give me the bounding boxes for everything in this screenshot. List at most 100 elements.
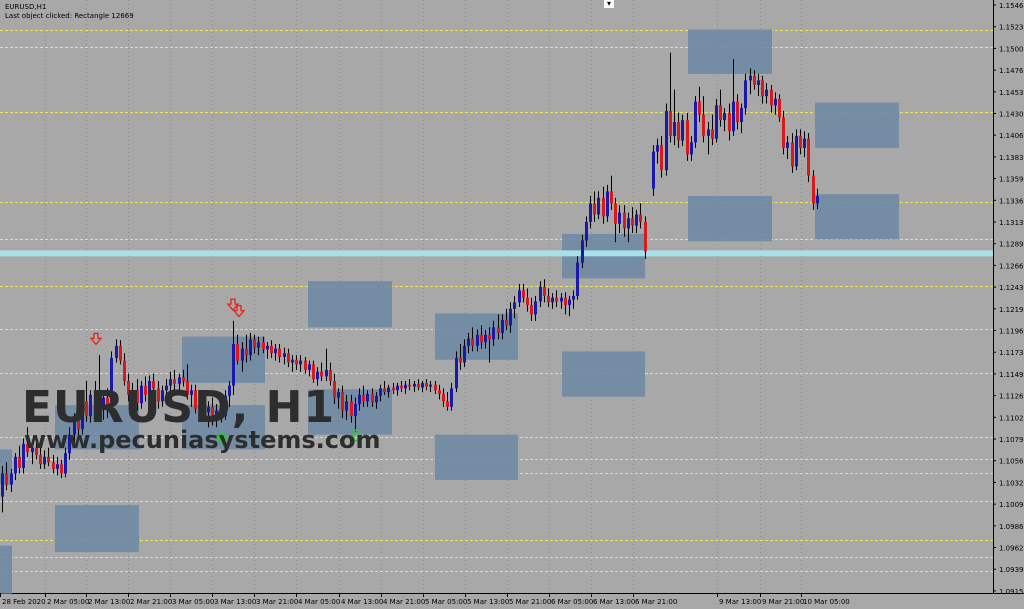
candle-body [329, 369, 332, 382]
candle-body [673, 122, 676, 136]
candle-body [337, 392, 340, 398]
candle-body [715, 105, 718, 139]
candle [690, 135, 693, 161]
candle [316, 367, 319, 386]
key-level[interactable] [0, 250, 993, 257]
candle-body [812, 175, 815, 204]
zone-rectangle[interactable] [0, 545, 12, 594]
candle [287, 348, 290, 368]
time-label: 9 Mar 13:00 [719, 598, 761, 606]
candle-body [52, 462, 55, 469]
candle [501, 314, 504, 340]
zone-rectangle[interactable] [55, 504, 139, 553]
arrow-up-icon[interactable] [215, 431, 229, 445]
price-label: 1.12895 [999, 241, 1024, 249]
candle-body [35, 447, 38, 456]
zone-rectangle[interactable] [308, 281, 392, 328]
candle [345, 394, 348, 420]
arrow-down-icon[interactable] [226, 298, 240, 312]
candle-body [417, 383, 420, 388]
zone-rectangle[interactable] [815, 102, 899, 148]
candle-body [480, 334, 483, 343]
candle-body [211, 406, 214, 420]
candle-body [333, 381, 336, 398]
candle [803, 131, 806, 158]
candle [337, 388, 340, 409]
arrow-down-icon[interactable] [232, 304, 246, 318]
candle [325, 348, 328, 382]
time-label: 3 Mar 21:00 [256, 598, 298, 606]
time-label: 10 Mar 05:00 [803, 598, 850, 606]
candle-body [690, 142, 693, 155]
candle-body [140, 385, 143, 404]
candle-body [102, 397, 105, 409]
candle [610, 175, 613, 210]
candle [43, 450, 46, 469]
candle [136, 379, 139, 411]
zone-rectangle[interactable] [815, 194, 899, 240]
candle [459, 344, 462, 370]
candle [728, 103, 731, 141]
candle-body [719, 105, 722, 121]
candle-body [350, 401, 353, 417]
candle [169, 371, 172, 395]
candle [681, 114, 684, 147]
candle [429, 381, 432, 393]
candle [119, 340, 122, 365]
candle-body [47, 456, 50, 463]
candle [1, 466, 4, 513]
candle [26, 427, 29, 457]
candle [106, 388, 109, 419]
time-label: 4 Mar 21:00 [383, 598, 425, 606]
candle [513, 295, 516, 319]
candle [732, 59, 735, 136]
candle [694, 96, 697, 148]
candle-body [345, 401, 348, 411]
arrow-down-icon[interactable] [89, 332, 103, 346]
candle [144, 376, 147, 402]
candle-body [362, 394, 365, 402]
key-level-band[interactable] [0, 250, 993, 257]
time-label: 28 Feb 2020 [2, 598, 46, 606]
candle-body [492, 327, 495, 340]
candle [509, 302, 512, 333]
time-label: 2 Mar 05:00 [47, 598, 89, 606]
candle [39, 443, 42, 469]
candle [14, 453, 17, 480]
price-label: 1.10325 [999, 479, 1024, 487]
candle-body [618, 212, 621, 224]
candle [123, 353, 126, 386]
chart-info: EURUSD,H1 Last object clicked: Rectangle… [5, 3, 134, 21]
candle-body [215, 410, 218, 420]
candle-body [325, 369, 328, 377]
candle-body [283, 353, 286, 357]
candle-body [547, 295, 550, 303]
time-label: 6 Mar 13:00 [593, 598, 635, 606]
candle [211, 397, 214, 426]
zone-rectangle[interactable] [562, 351, 645, 397]
arrow-up-icon[interactable] [349, 428, 363, 442]
candle-body [379, 388, 382, 396]
zone-rectangle[interactable] [435, 434, 518, 480]
zone-rectangle[interactable] [688, 29, 772, 74]
candle [715, 98, 718, 143]
candle [173, 369, 176, 391]
signal-arrows[interactable] [89, 298, 363, 445]
candle [744, 73, 747, 115]
candle [236, 334, 239, 365]
candle [442, 388, 445, 407]
candle-body [770, 89, 773, 106]
time-label: 3 Mar 13:00 [214, 598, 256, 606]
price-label: 1.13365 [999, 197, 1024, 205]
candle-body [660, 145, 663, 171]
candle-body [644, 221, 647, 252]
supply-demand-zones[interactable] [0, 29, 899, 594]
zone-rectangle[interactable] [688, 196, 772, 242]
candle [765, 83, 768, 104]
chart-shift-marker-icon[interactable]: ▾ [604, 0, 614, 8]
candle-body [631, 218, 634, 226]
candle-body [5, 473, 8, 485]
zone-rectangle[interactable] [182, 336, 265, 383]
price-label: 1.11730 [999, 349, 1024, 357]
